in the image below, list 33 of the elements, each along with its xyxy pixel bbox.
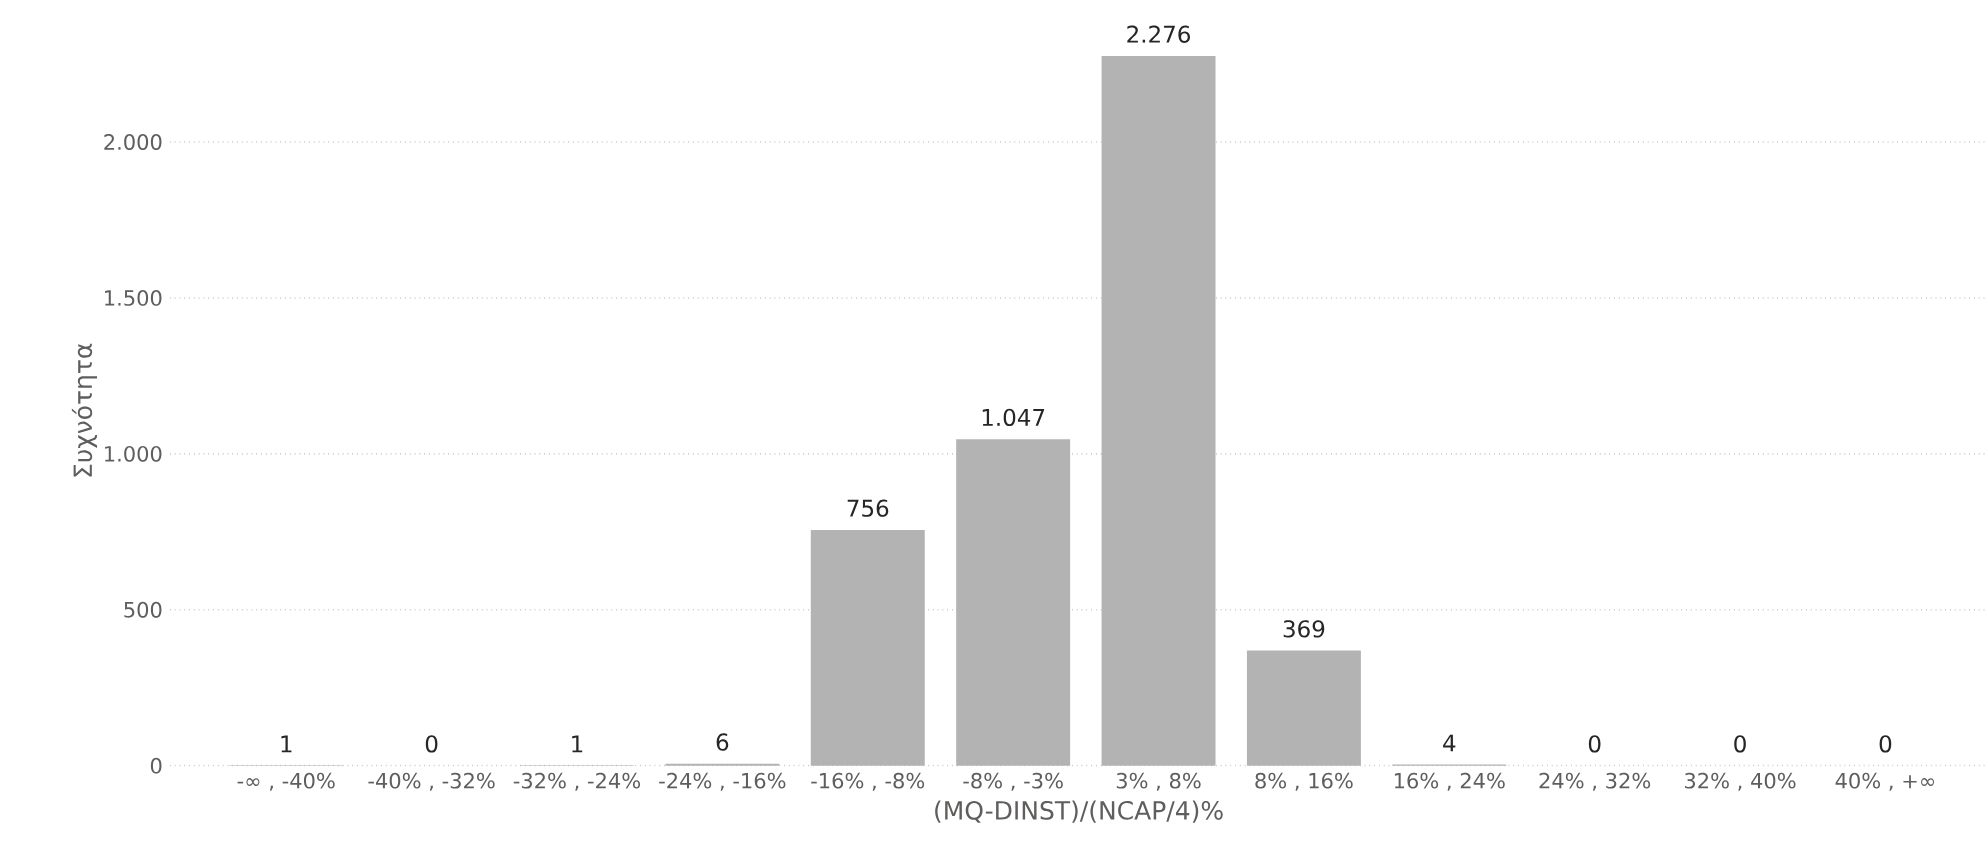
- data-label: 0: [1879, 735, 1892, 753]
- data-label: 1: [572, 735, 583, 753]
- data-label: 1: [281, 735, 292, 753]
- x-tick-label: -16% , -8%: [811, 772, 925, 791]
- y-tick-label: 0: [150, 757, 162, 774]
- x-tick-label: 3% , 8%: [1116, 772, 1201, 791]
- bar: [810, 530, 925, 766]
- data-label: 0: [1588, 735, 1601, 753]
- x-tick-label: -32% , -24%: [513, 772, 641, 791]
- x-tick-label: -∞ , -40%: [237, 772, 335, 791]
- data-label: 369: [1283, 620, 1325, 638]
- x-tick-label: -40% , -32%: [368, 772, 495, 791]
- y-axis-title: Συχνότητα: [71, 343, 98, 477]
- data-label: 1.047: [982, 408, 1045, 427]
- data-label: 0: [425, 735, 438, 753]
- x-tick-label: 16% , 24%: [1394, 772, 1505, 791]
- x-tick-label: 32% , 40%: [1685, 772, 1796, 791]
- data-label: 756: [847, 499, 889, 518]
- x-tick-label: -24% , -16%: [659, 772, 786, 791]
- bar: [956, 439, 1071, 766]
- data-label: 4: [1443, 734, 1456, 752]
- data-label: 2.276: [1127, 25, 1190, 44]
- y-tick-label: 2.000: [104, 134, 162, 151]
- x-tick-label: 40% , +∞: [1835, 772, 1935, 791]
- y-tick-label: 1.000: [105, 446, 162, 462]
- x-axis-title: (MQ-DINST)/(NCAP/4)%: [935, 800, 1223, 823]
- data-label: 6: [716, 733, 729, 751]
- y-tick-label: 1.500: [105, 290, 162, 307]
- x-tick-label: 8% , 16%: [1255, 772, 1353, 791]
- data-label: 0: [1734, 735, 1746, 753]
- x-tick-label: 24% , 32%: [1539, 772, 1651, 791]
- x-tick-label: -8% , -3%: [963, 772, 1063, 791]
- y-tick-label: 500: [124, 601, 162, 618]
